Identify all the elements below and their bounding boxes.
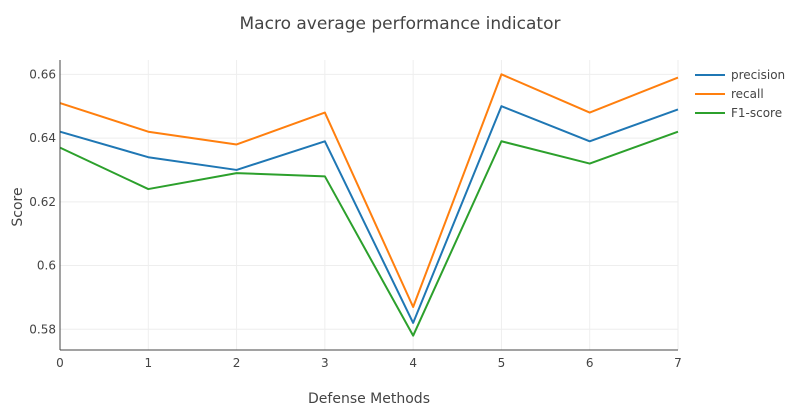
legend-item-recall[interactable]: recall (695, 87, 764, 101)
x-tick-label: 1 (144, 356, 152, 370)
x-tick-label: 5 (498, 356, 506, 370)
x-tick-label: 7 (674, 356, 682, 370)
legend-label: precision (731, 68, 785, 82)
series-line-f1-score (59, 130, 679, 337)
y-tick-label: 0.66 (29, 67, 56, 81)
x-tick-label: 2 (233, 356, 241, 370)
axes (59, 60, 678, 351)
x-tick-label: 6 (586, 356, 594, 370)
tick-labels: 0 1 2 3 4 5 6 7 0.58 0.6 0.62 0.64 0.66 (29, 67, 682, 370)
x-tick-label: 3 (321, 356, 329, 370)
series-lines (59, 73, 679, 337)
y-tick-label: 0.62 (29, 195, 56, 209)
y-axis-title: Score (10, 187, 26, 226)
x-tick-label: 0 (56, 356, 64, 370)
legend[interactable]: precision recall F1-score (695, 68, 785, 120)
legend-label: recall (731, 87, 764, 101)
y-tick-label: 0.58 (29, 322, 56, 336)
legend-item-precision[interactable]: precision (695, 68, 785, 82)
series-line-precision (59, 105, 679, 324)
chart-title: Macro average performance indicator (240, 14, 561, 34)
x-axis-title: Defense Methods (308, 391, 430, 407)
series-line-recall (59, 73, 679, 308)
y-tick-label: 0.6 (37, 259, 56, 273)
y-tick-label: 0.64 (29, 131, 56, 145)
x-tick-label: 4 (409, 356, 417, 370)
legend-item-f1-score[interactable]: F1-score (695, 106, 782, 120)
legend-label: F1-score (731, 106, 782, 120)
grid (60, 60, 679, 350)
